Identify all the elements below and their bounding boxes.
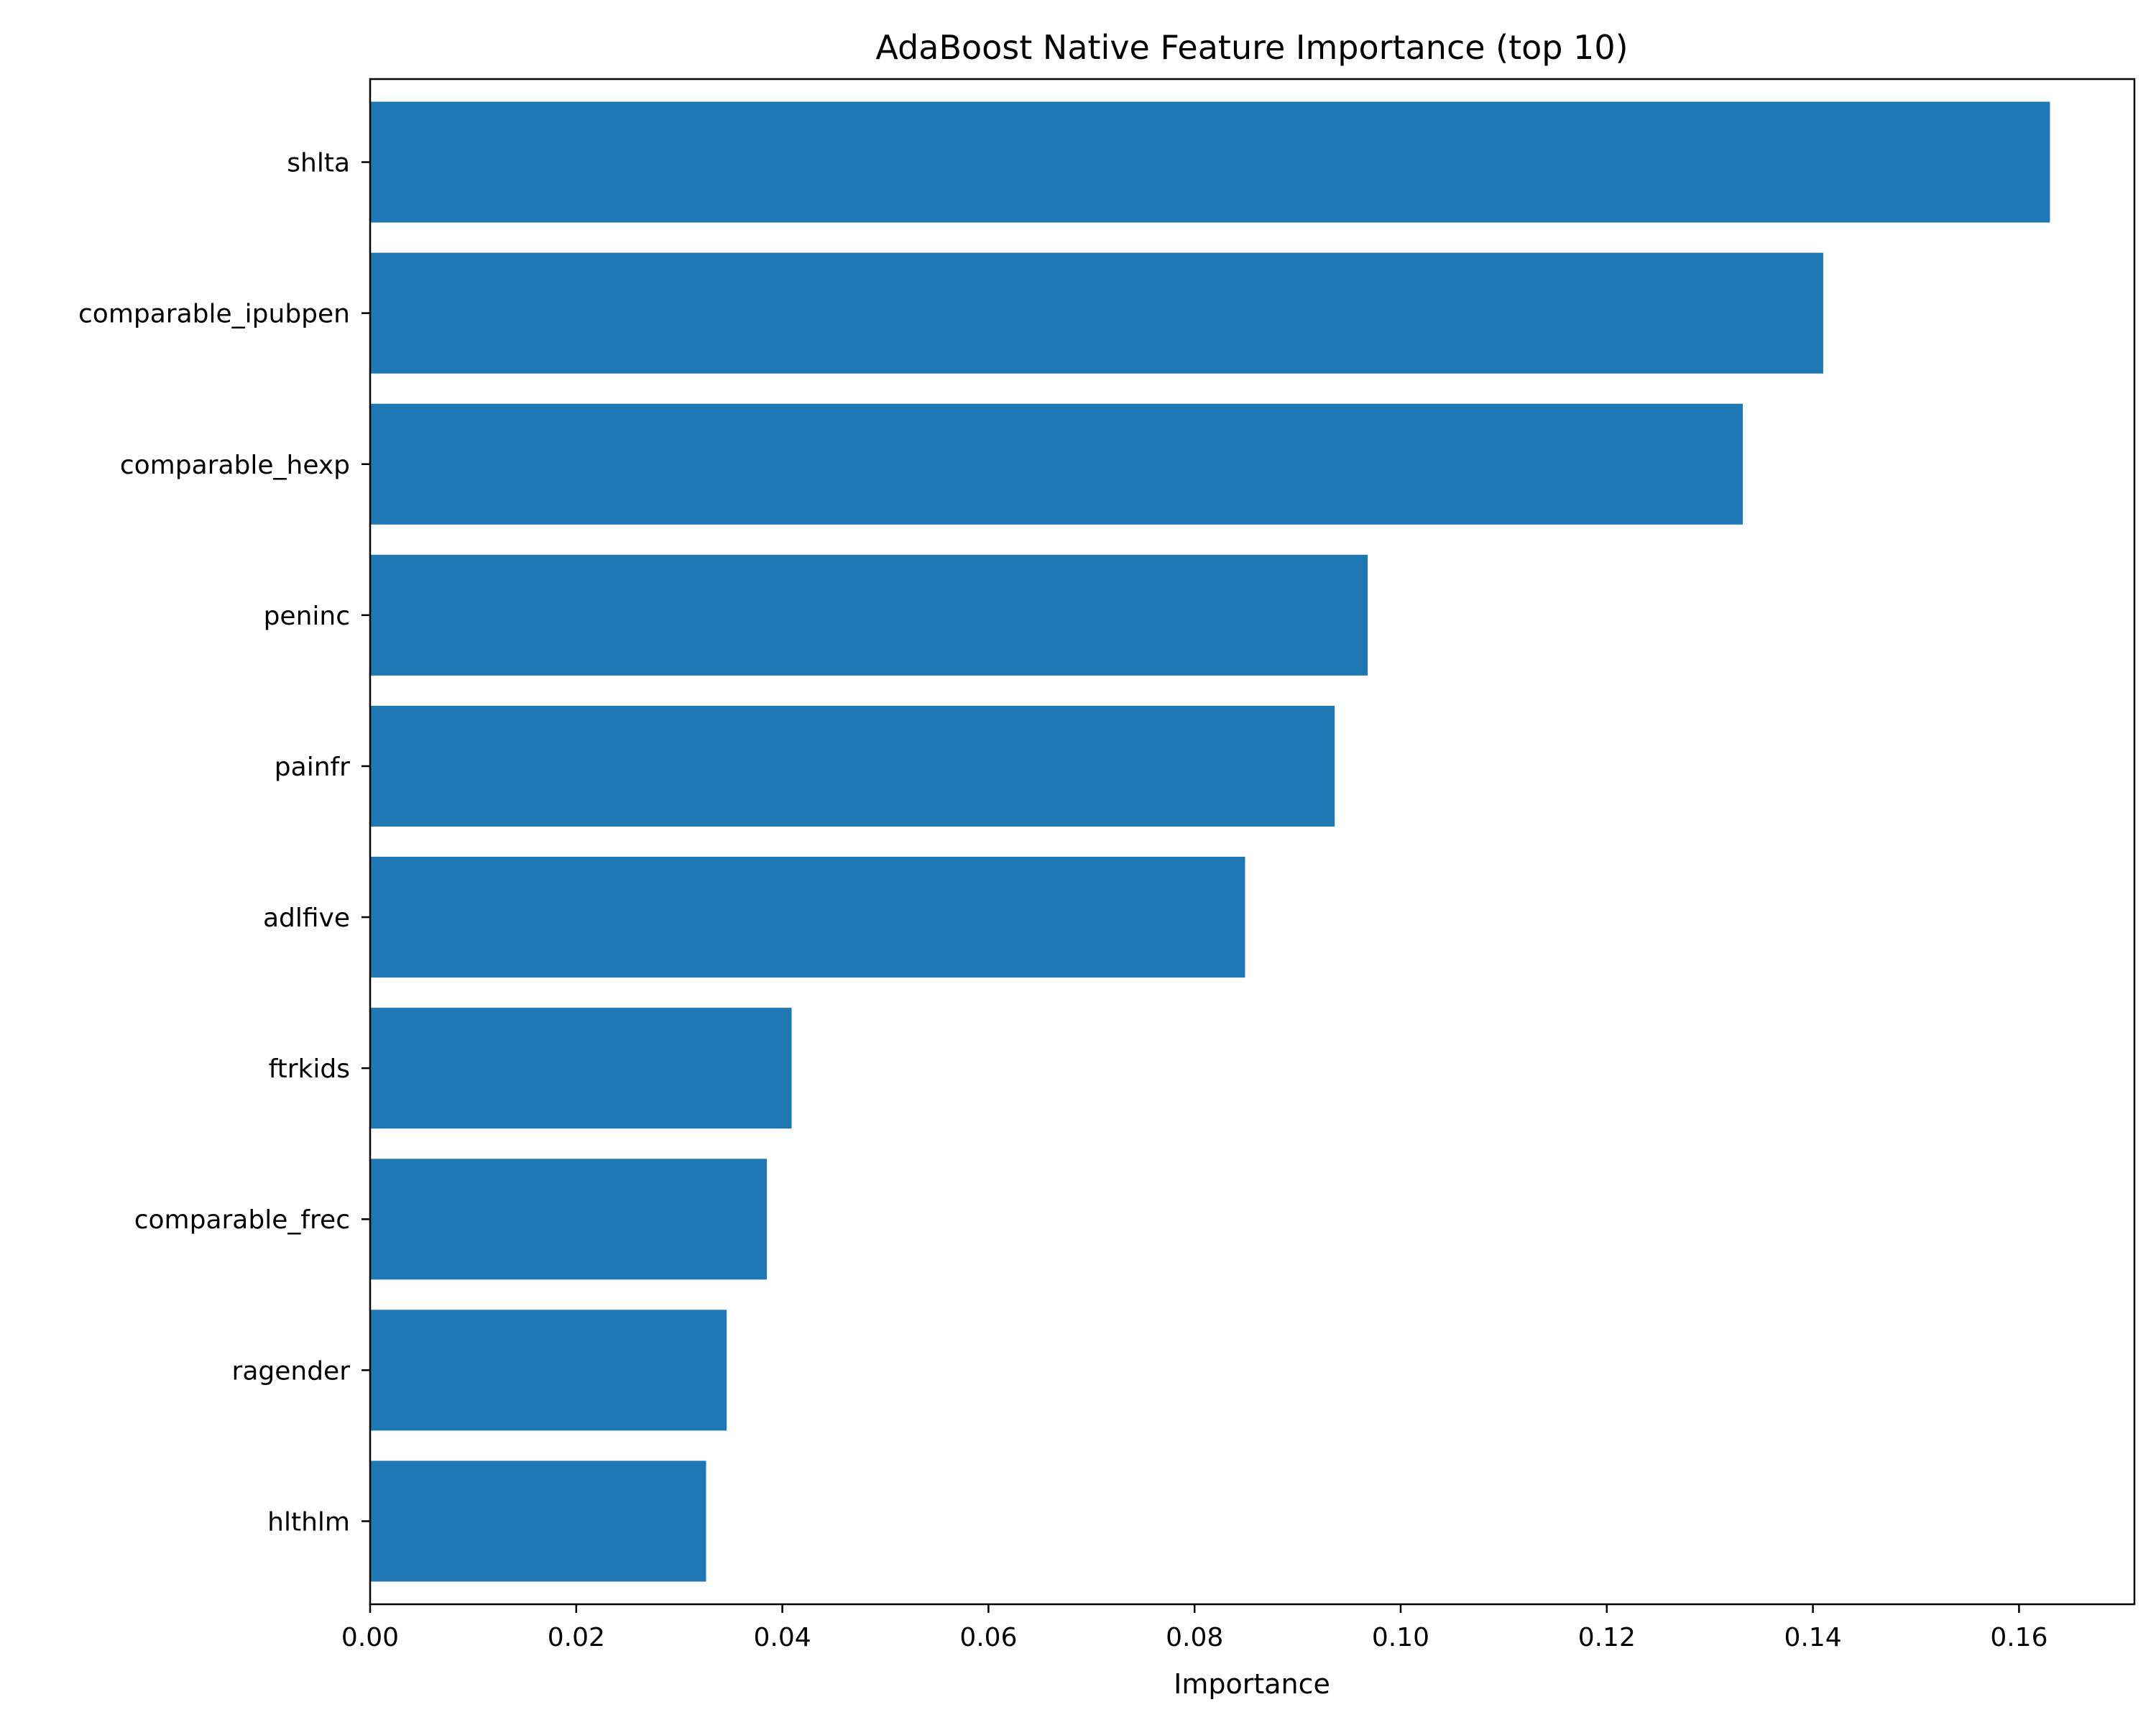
y-tick-label: ftrkids [269,1054,350,1084]
y-tick-label: comparable_hexp [120,451,350,480]
y-tick-label: shlta [287,149,350,178]
bar-hlthlm [370,1460,706,1582]
y-tick-label: comparable_ipubpen [78,300,350,329]
bar-comparable_frec [370,1159,768,1280]
y-tick-label: ragender [232,1356,351,1386]
bar-adlfive [370,857,1245,978]
y-axis: shlta comparable_ipubpen comparable_hexppe… [78,149,370,1537]
plot-frame [369,78,2136,1606]
y-tick-label: peninc [264,602,350,631]
x-tick-label: 0.14 [1784,1623,1842,1652]
x-tick-label: 0.00 [341,1623,399,1652]
x-axis: 0.00 0.02 0.04 0.06 0.08 0.10 0.12 0.14 0.16 [341,1604,2047,1652]
bars-layer [370,101,2050,1582]
x-tick-label: 0.02 [548,1623,605,1652]
bar-comparable_ipubpen [370,252,1823,374]
bar-shlta [370,101,2050,223]
bar-comparable_hexp [370,403,1743,525]
x-axis-label: Importance [1174,1668,1330,1700]
x-tick-label: 0.06 [959,1623,1017,1652]
bar-painfr [370,705,1335,827]
bar-ragender [370,1310,727,1431]
x-tick-label: 0.04 [754,1623,811,1652]
y-tick-label: comparable_frec [134,1205,350,1235]
bar-peninc [370,554,1368,676]
y-tick-label: hlthlm [267,1507,350,1537]
x-tick-label: 0.12 [1578,1623,1636,1652]
x-tick-label: 0.10 [1372,1623,1429,1652]
chart-title: AdaBoost Native Feature Importance (top … [875,28,1628,67]
x-tick-label: 0.16 [1990,1623,2047,1652]
bar-ftrkids [370,1008,792,1129]
x-tick-label: 0.08 [1166,1623,1223,1652]
y-tick-label: adlfive [263,903,350,933]
y-tick-label: painfr [275,753,350,782]
